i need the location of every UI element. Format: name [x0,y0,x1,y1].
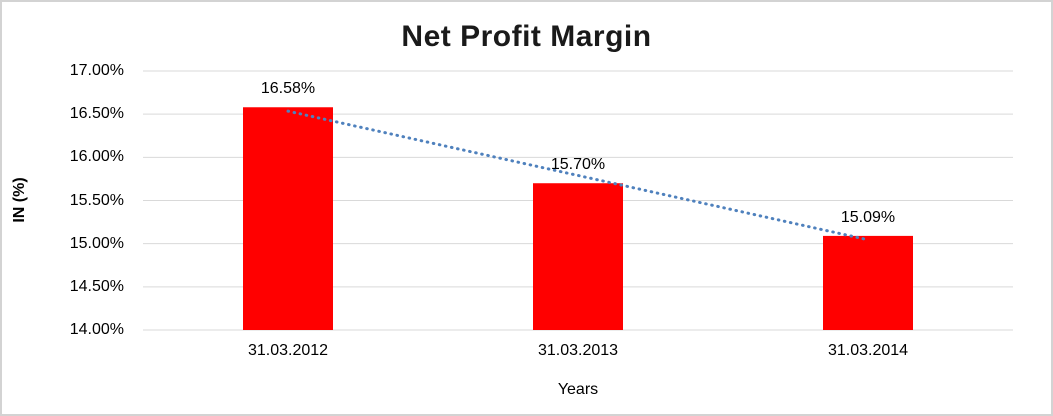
y-tick-label: 17.00% [69,62,124,79]
x-axis-title: Years [557,381,599,398]
y-tick-label: 16.50% [69,105,124,123]
trendline [286,109,870,242]
x-tick-label: 31.03.2013 [537,342,619,359]
bar-data-label: 16.58% [260,80,316,98]
y-tick-label: 14.50% [69,277,124,295]
bar-data-label: 15.09% [840,208,896,226]
y-tick-label: 14.00% [69,321,124,338]
bar-31.03.2014 [823,235,913,330]
y-tick-label: 15.00% [69,234,124,252]
chart-title: Net Profit Margin [401,20,652,53]
bar-31.03.2012 [243,107,333,330]
y-tick-label: 15.50% [69,191,124,209]
bar-31.03.2013 [533,183,623,330]
bar-data-label: 15.70% [550,156,606,174]
x-tick-label: 31.03.2014 [827,342,909,359]
y-tick-label: 16.00% [69,148,124,166]
x-tick-label: 31.03.2012 [247,342,329,359]
